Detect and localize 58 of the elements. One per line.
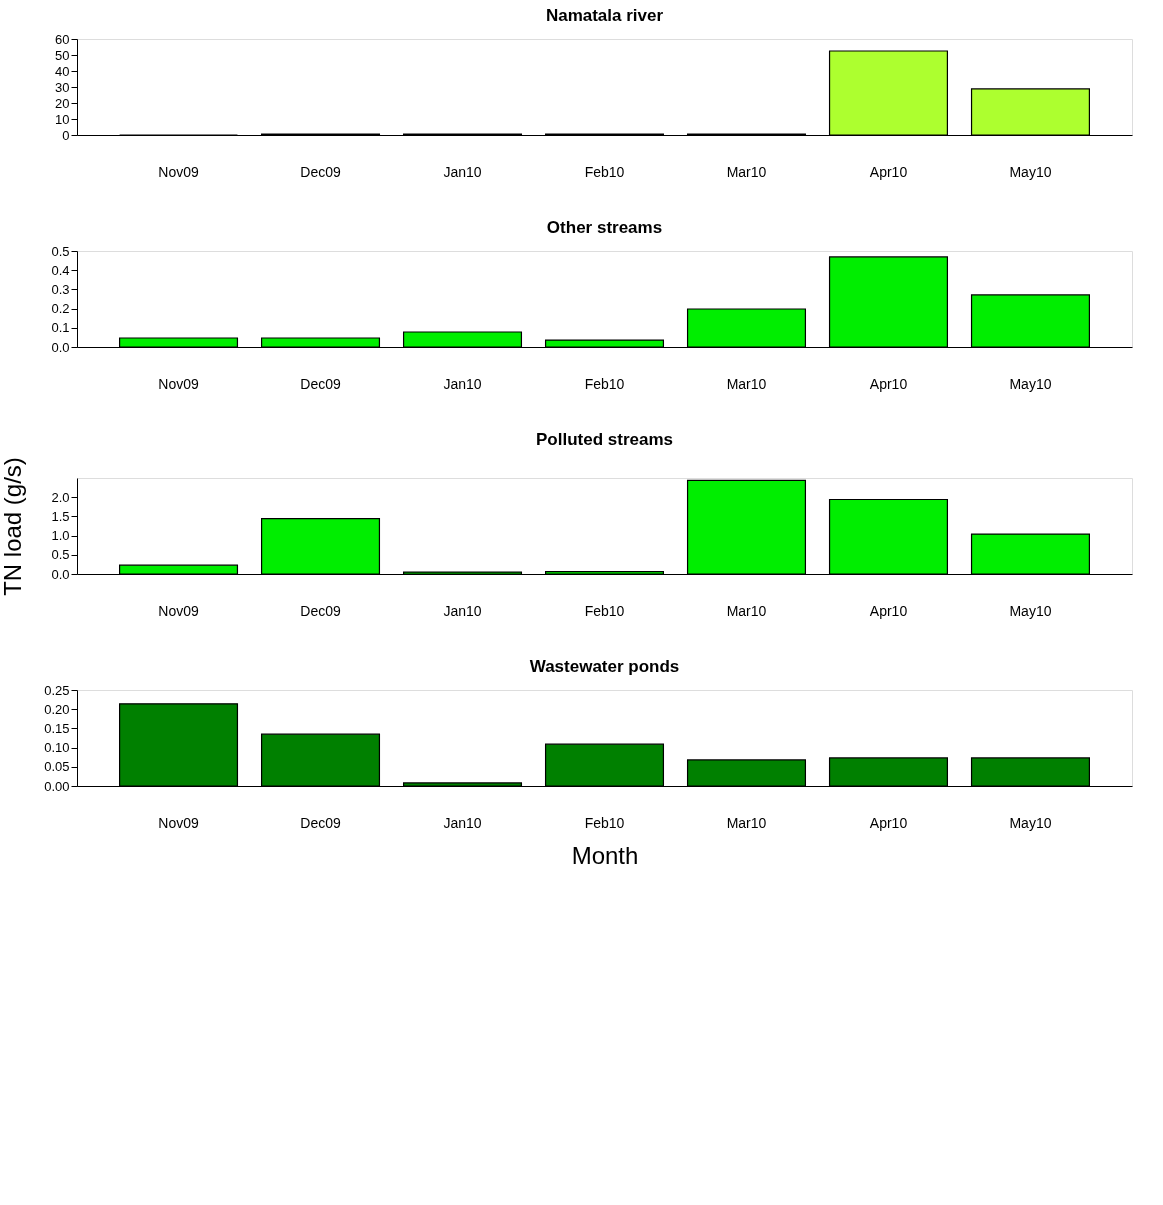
x-tick-label: Dec09 <box>300 814 341 831</box>
x-tick-label: Mar10 <box>726 602 767 619</box>
chart-title: Other streams <box>546 218 663 237</box>
x-tick-label: Apr10 <box>869 375 908 392</box>
y-tick-label: 20 <box>55 95 70 111</box>
x-tick-label: Feb10 <box>584 375 625 392</box>
y-tick-label: 1.5 <box>51 508 70 524</box>
x-tick-label: Nov09 <box>158 602 199 619</box>
x-tick-label: Nov09 <box>158 163 199 180</box>
chart-title: Namatala river <box>545 6 664 25</box>
x-tick-label: Jan10 <box>443 602 482 619</box>
x-tick-label: Feb10 <box>584 814 625 831</box>
y-tick-label: 0 <box>62 127 70 143</box>
x-tick-label: Nov09 <box>158 375 199 392</box>
y-tick-label: 0.5 <box>51 547 70 563</box>
x-tick-label: Apr10 <box>869 602 908 619</box>
y-tick-label: 60 <box>55 31 70 47</box>
x-axis-title: Month <box>571 841 639 869</box>
y-tick-label: 0.3 <box>51 281 70 297</box>
x-tick-label: May10 <box>1009 375 1052 392</box>
x-tick-label: Apr10 <box>869 163 908 180</box>
x-tick-label: May10 <box>1009 602 1052 619</box>
x-tick-label: Feb10 <box>584 602 625 619</box>
x-tick-label: Jan10 <box>443 814 482 831</box>
y-tick-label: 0.25 <box>44 682 70 698</box>
x-tick-label: Jan10 <box>443 375 482 392</box>
x-tick-label: Mar10 <box>726 163 767 180</box>
y-tick-label: 40 <box>55 63 70 79</box>
y-tick-label: 0.2 <box>51 301 70 317</box>
y-tick-label: 0.4 <box>51 262 70 278</box>
y-tick-label: 10 <box>55 111 70 127</box>
x-tick-label: Mar10 <box>726 375 767 392</box>
y-tick-label: 0.05 <box>44 759 70 775</box>
y-tick-label: 50 <box>55 47 70 63</box>
y-tick-label: 1.0 <box>51 528 70 544</box>
y-tick-label: 0.5 <box>51 243 70 259</box>
chart-title: Polluted streams <box>536 429 673 449</box>
x-tick-label: May10 <box>1009 814 1052 831</box>
x-tick-label: Nov09 <box>158 814 199 831</box>
x-tick-label: Jan10 <box>443 163 482 180</box>
y-tick-label: 2.0 <box>51 489 70 505</box>
x-tick-label: Apr10 <box>869 814 908 831</box>
x-tick-label: Dec09 <box>300 602 341 619</box>
y-tick-label: 0.15 <box>44 720 70 736</box>
x-tick-label: Feb10 <box>584 163 625 180</box>
x-tick-label: Dec09 <box>300 375 341 392</box>
y-tick-label: 0.0 <box>51 566 70 582</box>
y-axis-title: TN load (g/s) <box>0 457 26 596</box>
chart-title: Wastewater ponds <box>529 657 680 676</box>
y-tick-label: 0.0 <box>51 339 70 355</box>
x-tick-label: Mar10 <box>726 814 767 831</box>
y-tick-label: 30 <box>55 79 70 95</box>
y-tick-label: 0.00 <box>44 778 70 794</box>
y-tick-label: 0.1 <box>51 320 70 336</box>
y-tick-label: 0.10 <box>44 740 70 756</box>
x-tick-label: May10 <box>1009 163 1052 180</box>
y-tick-label: 0.20 <box>44 701 70 717</box>
x-tick-label: Dec09 <box>300 163 341 180</box>
